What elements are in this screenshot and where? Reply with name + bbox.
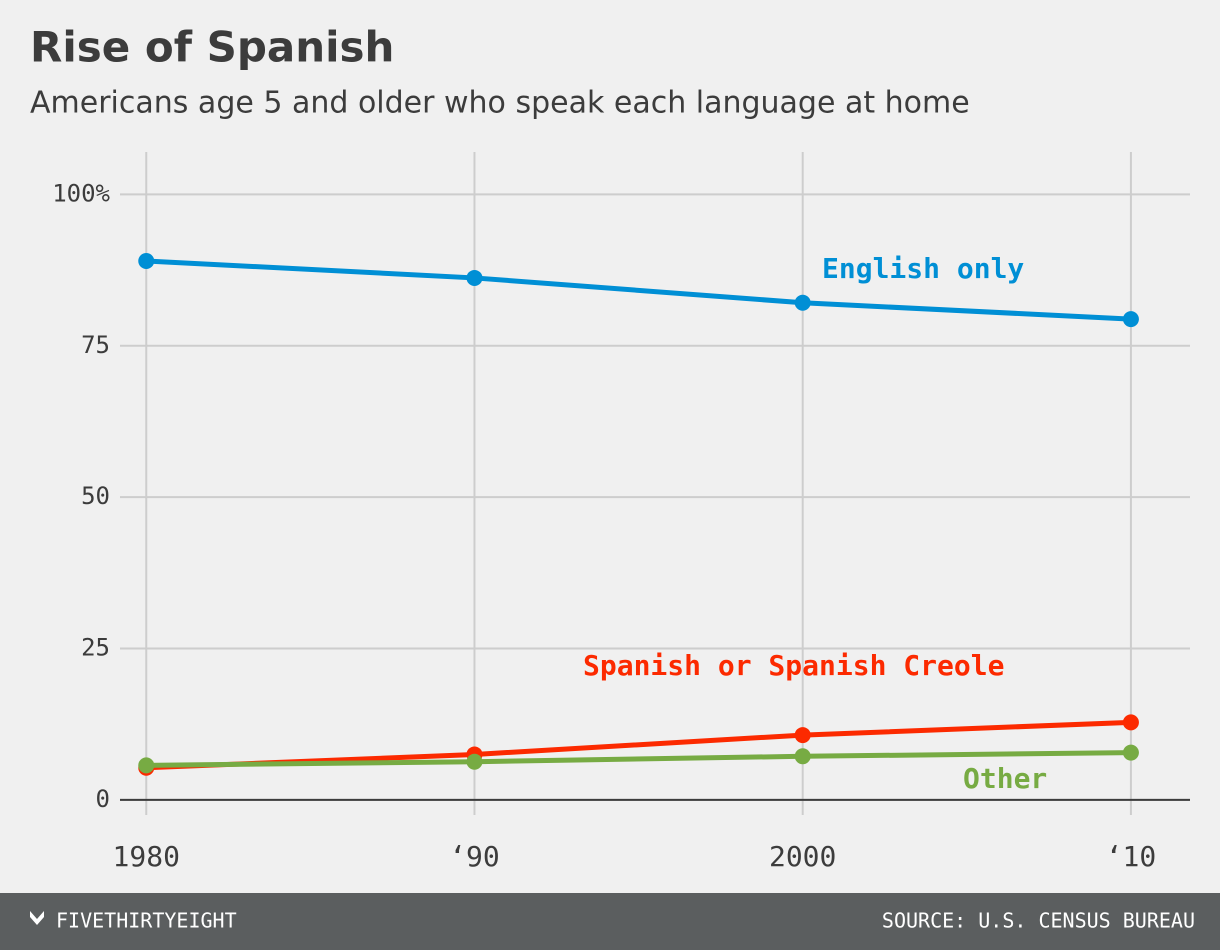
x-tick-label: ‘10 (1106, 840, 1157, 873)
x-tick-label: 1980 (113, 840, 180, 873)
series-label: Other (963, 762, 1047, 795)
footer-bar (0, 893, 1220, 950)
plot: 0 25 50 75 100% 1980 ‘90 2000 ‘10 English only Spa… (52, 152, 1190, 873)
source: SOURCE: U.S. CENSUS BUREAU (882, 909, 1195, 933)
series-label: Spanish or Spanish Creole (583, 649, 1004, 682)
chart-subtitle: Americans age 5 and older who speak each… (30, 86, 970, 121)
point (466, 269, 483, 286)
y-tick-label: 25 (81, 633, 110, 661)
point (138, 757, 155, 774)
point (1122, 744, 1139, 761)
point (466, 753, 483, 770)
logo (30, 911, 44, 925)
point (1122, 311, 1139, 328)
point (794, 748, 811, 765)
x-tick-label: ‘90 (449, 840, 500, 873)
line (146, 750, 1131, 768)
point (794, 294, 811, 311)
line (146, 258, 1132, 322)
y-tick-label: 75 (81, 331, 110, 359)
footer-brand: FIVETHIRTYEIGHT (56, 909, 237, 933)
x-tick-label: 2000 (769, 840, 836, 873)
point (138, 252, 155, 269)
y-tick-label: 100% (52, 179, 110, 207)
series-label: English only (822, 252, 1024, 285)
y-tick-label: 50 (81, 482, 110, 510)
y-tick-label: 0 (96, 785, 110, 813)
point (794, 727, 811, 744)
point (1122, 714, 1139, 731)
chart-title: Rise of Spanish (30, 23, 394, 72)
